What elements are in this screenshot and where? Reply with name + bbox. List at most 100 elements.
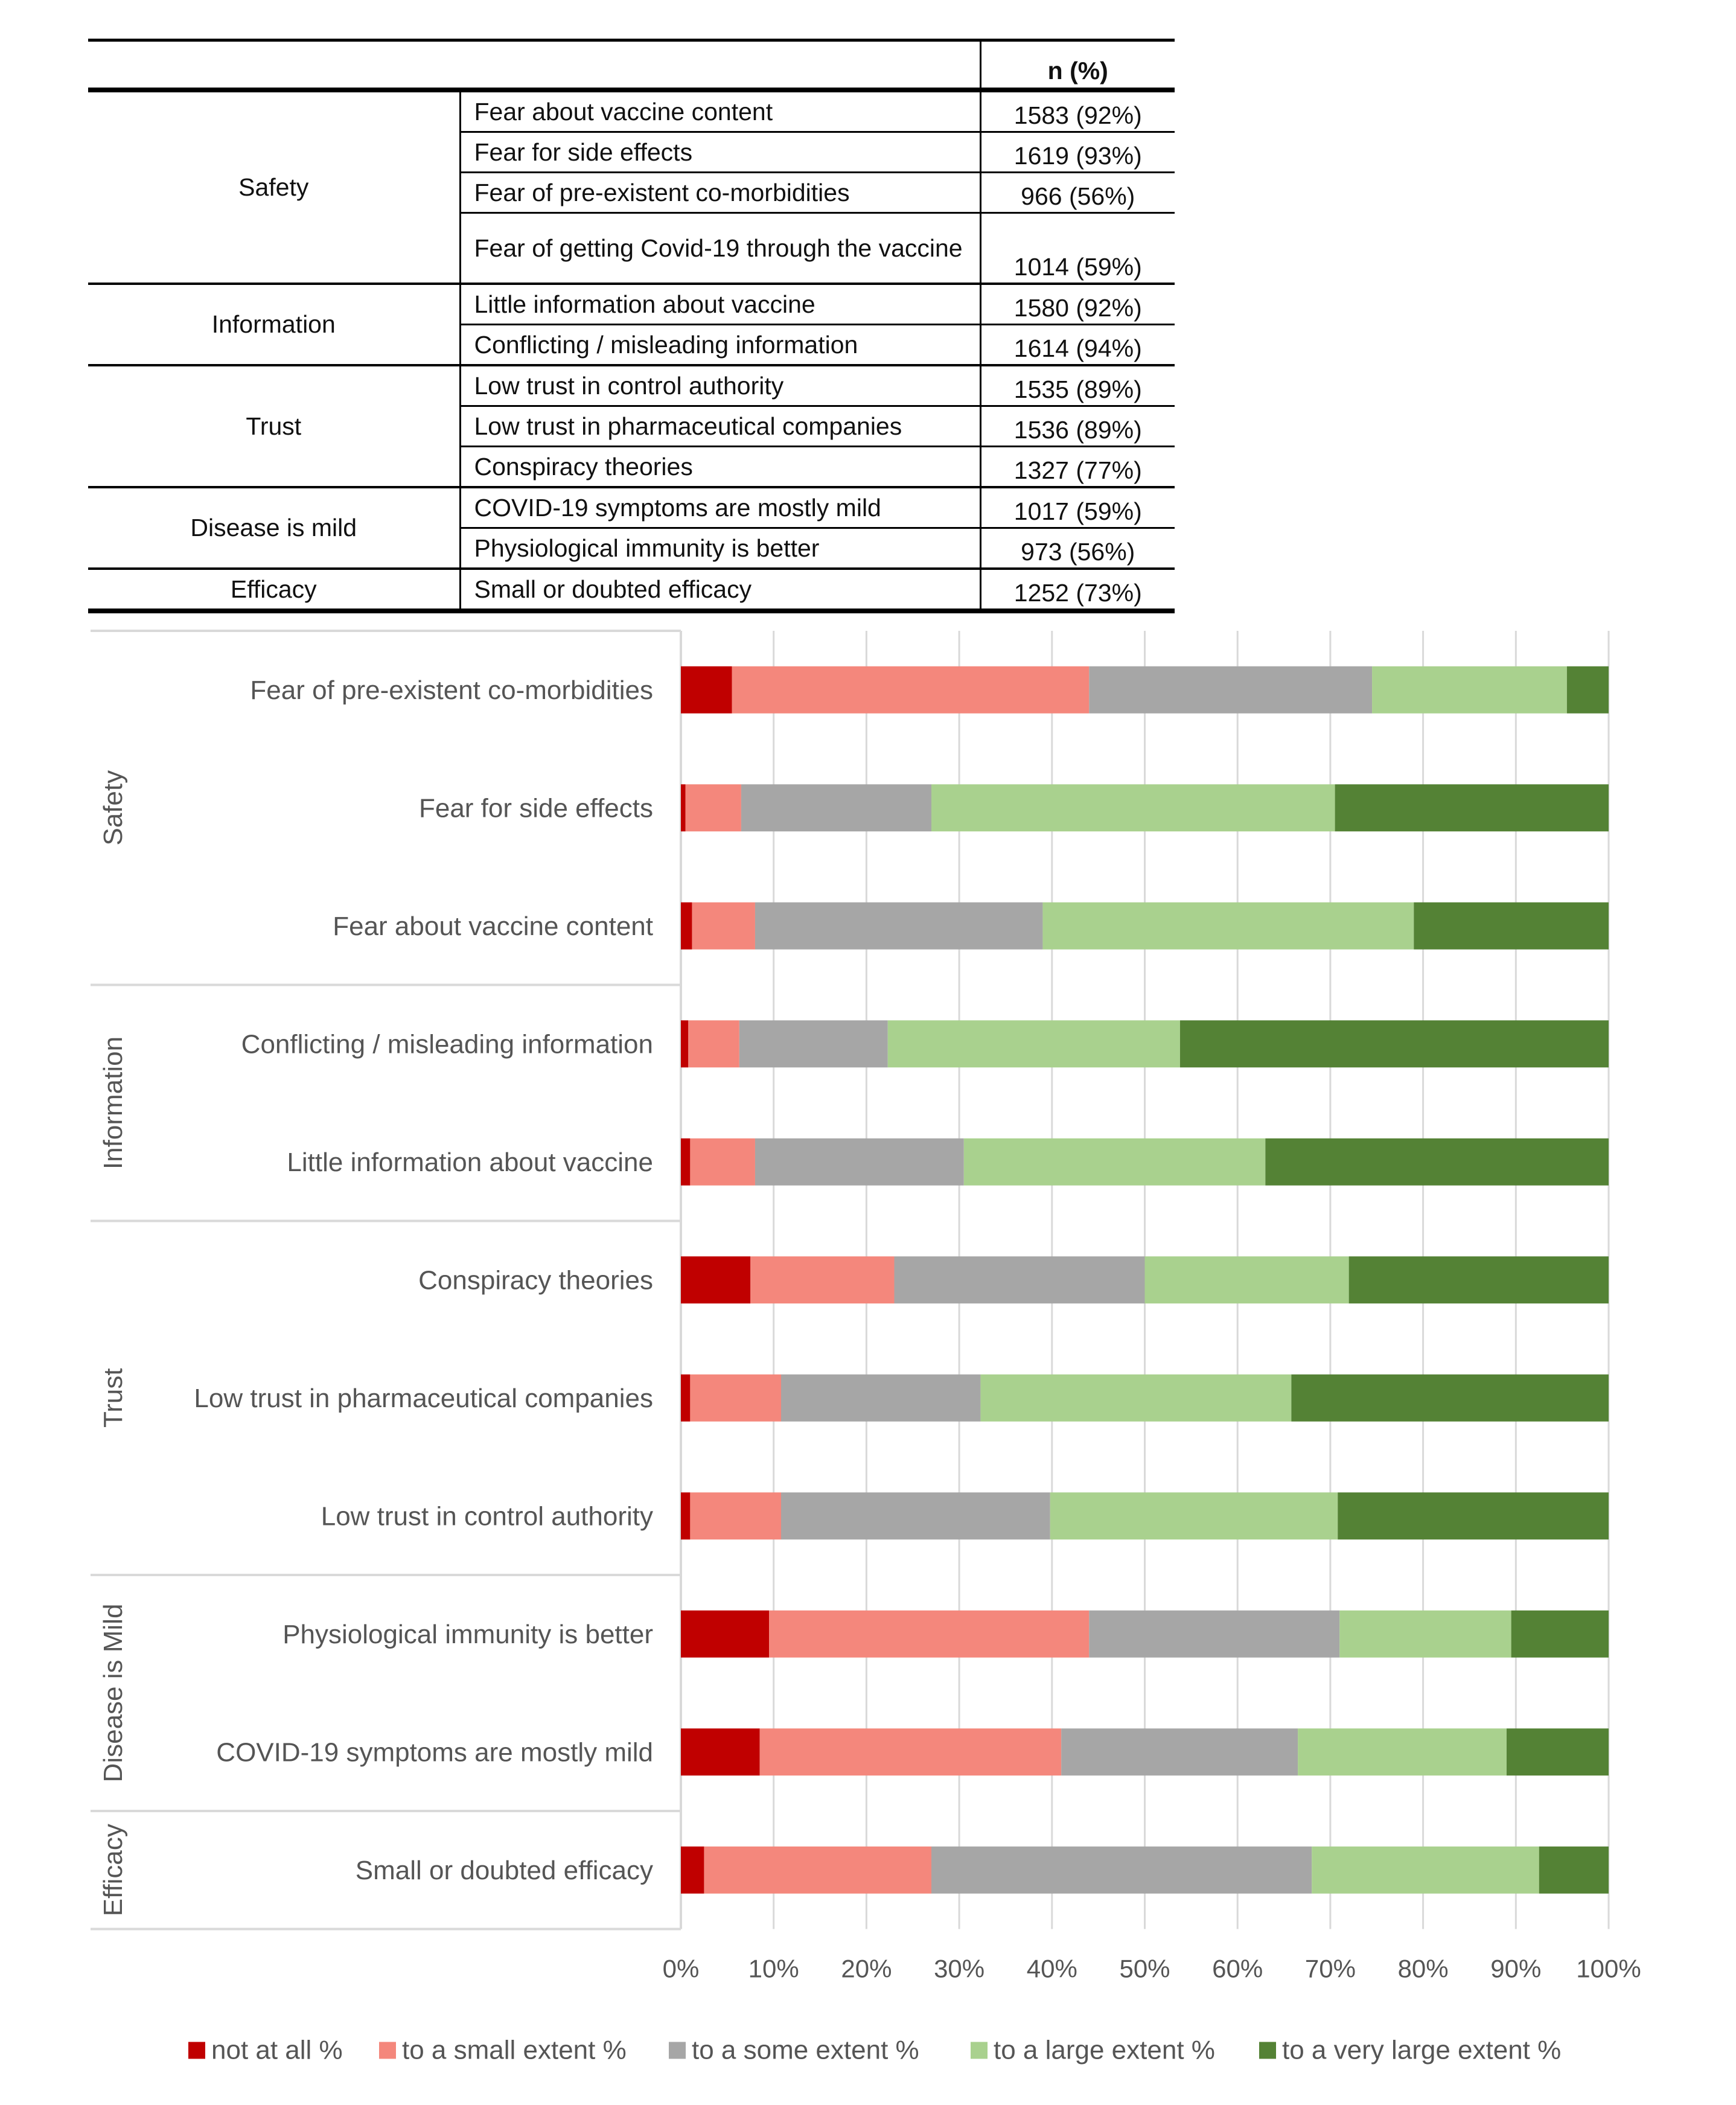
table-value-cell: 966 (56%) (980, 172, 1175, 214)
table-value-cell: 973 (56%) (980, 528, 1175, 570)
bar-segment (1144, 1256, 1349, 1304)
category-label: Fear of pre-existent co-morbidities (250, 676, 653, 705)
bar-segment (681, 666, 732, 714)
x-tick-label: 60% (1212, 1955, 1263, 1983)
table-item-cell: Low trust in control authority (460, 364, 981, 407)
bar-segment (692, 902, 755, 950)
category-label: Low trust in pharmaceutical companies (194, 1384, 653, 1413)
category-label: Low trust in control authority (321, 1501, 653, 1531)
bar-segment (1179, 1020, 1609, 1068)
group-label: Disease is Mild (98, 1604, 128, 1783)
bar-segment (681, 1846, 704, 1894)
legend-swatch (1259, 2042, 1276, 2059)
bar-segment (1506, 1728, 1609, 1776)
bar-segment (1348, 1256, 1609, 1304)
table-category-cell: Information (88, 283, 461, 365)
table-item-cell: Fear about vaccine content (460, 90, 981, 133)
bar-segment (755, 902, 1043, 950)
summary-table-container: n (%) Safety Fear about vaccine content 15… (88, 39, 1175, 613)
bar-segment (681, 1256, 751, 1304)
table-row: Conspiracy theories 1327 (77%) (88, 446, 1175, 488)
table-value-cell: 1614 (94%) (980, 324, 1175, 366)
bar-segment (739, 1020, 888, 1068)
table-value-cell: 1536 (89%) (980, 406, 1175, 447)
table-item-cell: Fear of getting Covid-19 through the vac… (460, 212, 981, 285)
bar-segment (759, 1728, 1062, 1776)
bar-segment (963, 1138, 1266, 1186)
table-item-cell: COVID-19 symptoms are mostly mild (460, 486, 981, 529)
table-item-cell: Small or doubted efficacy (460, 567, 981, 613)
bar-segment (1089, 666, 1373, 714)
table-item-cell: Conspiracy theories (460, 446, 981, 488)
legend-swatch (971, 2042, 988, 2059)
bar-segment (688, 1020, 739, 1068)
legend-swatch (669, 2042, 686, 2059)
category-label: COVID-19 symptoms are mostly mild (216, 1737, 653, 1767)
x-tick-label: 100% (1576, 1955, 1641, 1983)
table-row: Information Little information about vacc… (88, 283, 1175, 365)
legend-swatch (188, 2042, 205, 2059)
legend-swatch (379, 2042, 396, 2059)
x-tick-label: 0% (663, 1955, 700, 1983)
bar-segment (1061, 1728, 1298, 1776)
bar-segment (1566, 666, 1609, 714)
stacked-bar-chart: 0% 10% 20% 30% 40% 50% 60% 70% 80% 90% 100% Safety I… (91, 630, 1641, 2065)
group-label: Efficacy (98, 1824, 128, 1916)
table-value-cell: 1327 (77%) (980, 446, 1175, 488)
bar-segment (931, 784, 1335, 832)
bar-segment (690, 1374, 781, 1422)
x-tick-label: 80% (1398, 1955, 1449, 1983)
bar-segment (1042, 902, 1414, 950)
category-label: Physiological immunity is better (282, 1620, 653, 1649)
group-label: Safety (98, 770, 128, 846)
category-label: Little information about vaccine (287, 1148, 653, 1177)
table-row: Fear of pre-existent co-morbidities 966 (… (88, 172, 1175, 214)
bar-segment (931, 1846, 1312, 1894)
bar-segment (681, 1492, 691, 1540)
bar-segment (1291, 1374, 1609, 1422)
bar-segment (1414, 902, 1609, 950)
group-label: Trust (98, 1368, 128, 1428)
table-row: Fear of getting Covid-19 through the vac… (88, 212, 1175, 285)
bar-segment (1372, 666, 1567, 714)
legend-label: not at all % (211, 2036, 343, 2065)
bar-segment (681, 902, 692, 950)
bar-segment (1339, 1610, 1511, 1658)
legend-label: to a some extent % (692, 2036, 919, 2065)
bar-segment (1335, 784, 1609, 832)
x-tick-label: 50% (1119, 1955, 1170, 1983)
bar-segment (1298, 1728, 1507, 1776)
table-row: Disease is mild COVID-19 symptoms are mos… (88, 486, 1175, 569)
table-row: Conflicting / misleading information 1614… (88, 324, 1175, 366)
summary-table: n (%) Safety Fear about vaccine content 15… (88, 39, 1175, 613)
table-header-blank (88, 39, 981, 92)
bar-segment (681, 1728, 760, 1776)
bar-segment (685, 784, 741, 832)
table-value-cell: 1583 (92%) (980, 90, 1175, 133)
table-header-n-percent: n (%) (980, 39, 1175, 92)
bar-segment (780, 1492, 1050, 1540)
category-label: Fear for side effects (419, 793, 653, 823)
table-category-cell: Disease is mild (88, 486, 461, 569)
table-item-cell: Fear of pre-existent co-morbidities (460, 172, 981, 214)
bar-segment (1539, 1846, 1609, 1894)
bar-segment (681, 1374, 691, 1422)
table-value-cell: 1619 (93%) (980, 132, 1175, 173)
table-row: Low trust in pharmaceutical companies 153… (88, 406, 1175, 447)
table-category-cell: Safety (88, 90, 461, 284)
bar-segment (780, 1374, 981, 1422)
bar-segment (750, 1256, 895, 1304)
category-label: Fear about vaccine content (333, 912, 653, 941)
bar-segment (1265, 1138, 1609, 1186)
table-item-cell: Physiological immunity is better (460, 528, 981, 570)
x-tick-label: 90% (1490, 1955, 1541, 1983)
table-item-cell: Low trust in pharmaceutical companies (460, 406, 981, 447)
x-tick-label: 40% (1027, 1955, 1077, 1983)
bar-segment (681, 1610, 770, 1658)
legend-label: to a small extent % (402, 2036, 627, 2065)
table-item-cell: Fear for side effects (460, 132, 981, 173)
table-value-cell: 1580 (92%) (980, 283, 1175, 325)
bar-segment (690, 1492, 781, 1540)
bar-segment (1089, 1610, 1340, 1658)
bar-segment (741, 784, 931, 832)
